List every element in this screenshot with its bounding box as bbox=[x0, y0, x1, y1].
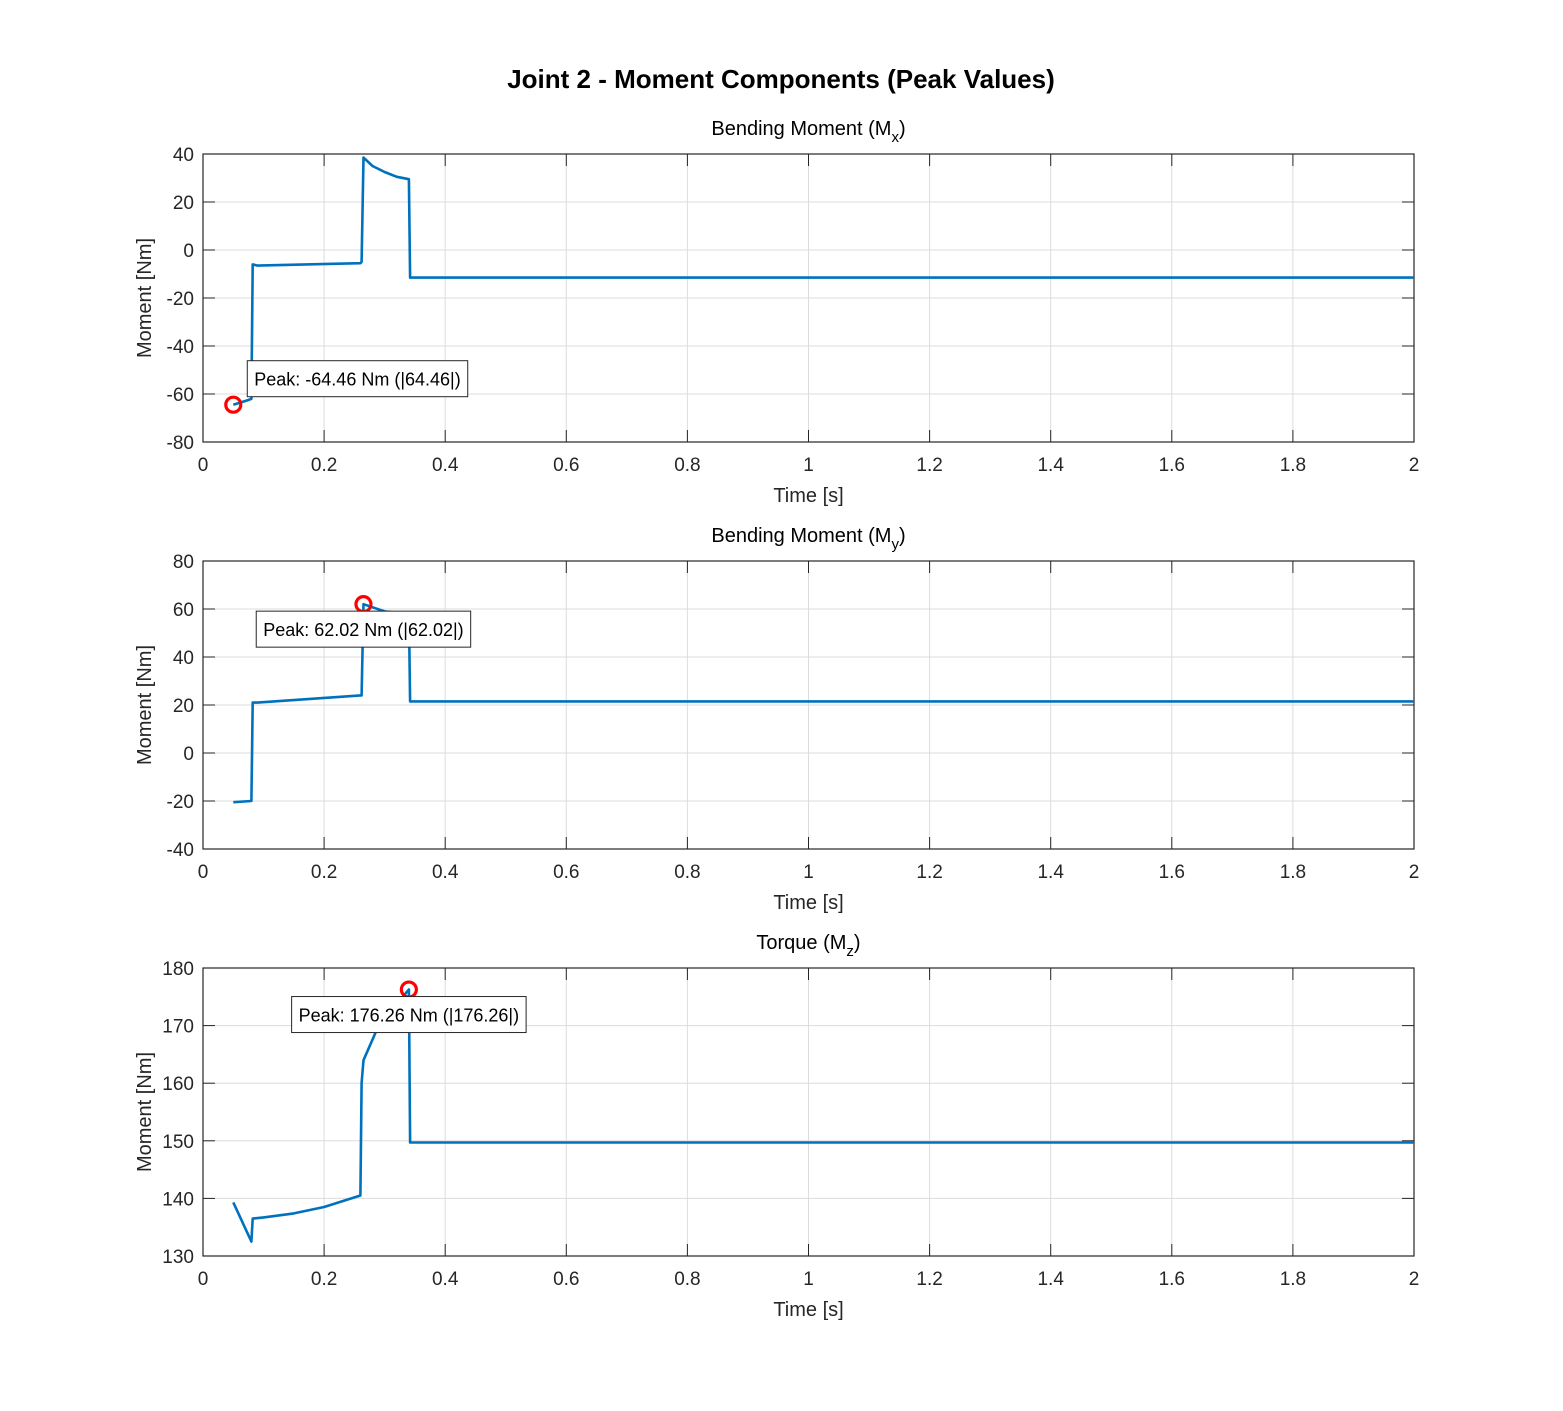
x-axis-label: Time [s] bbox=[773, 485, 843, 507]
x-tick-label: 1.6 bbox=[1159, 455, 1185, 476]
x-tick-label: 0 bbox=[198, 1269, 209, 1290]
subplot-title-end: ) bbox=[899, 525, 906, 547]
x-tick-label: 0.4 bbox=[432, 455, 459, 476]
subplot-2: 0 0.2 0.4 0.6 0.8 1 1.2 1.4 1.6 1.8 2 -40 -20 0 20 40 60… bbox=[134, 525, 1419, 914]
y-tick-label: -20 bbox=[167, 792, 194, 813]
axes-box bbox=[202, 967, 1415, 1257]
y-tick-label: -40 bbox=[167, 840, 194, 861]
subplot-3: 0 0.2 0.4 0.6 0.8 1 1.2 1.4 1.6 1.8 2 130 140 150 160 1… bbox=[134, 932, 1419, 1321]
x-tick-label: 1.4 bbox=[1037, 1269, 1064, 1290]
x-tick-label: 1.8 bbox=[1280, 1269, 1306, 1290]
y-tick-label: 170 bbox=[162, 1017, 194, 1038]
x-tick-label: 1.6 bbox=[1159, 1269, 1185, 1290]
peak-marker bbox=[224, 395, 243, 414]
y-tick-label: 160 bbox=[162, 1074, 194, 1095]
x-tick-label: 1.4 bbox=[1037, 455, 1064, 476]
peak-label-box bbox=[255, 610, 472, 648]
y-tick-label: 80 bbox=[173, 552, 194, 573]
x-tick-label: 1 bbox=[803, 1269, 814, 1290]
peak-label-box bbox=[291, 996, 527, 1034]
y-axis-label: Moment [Nm] bbox=[134, 238, 156, 358]
x-tick-label: 0.4 bbox=[432, 862, 459, 883]
x-tick-label: 0.6 bbox=[553, 1269, 579, 1290]
y-tick-label: 140 bbox=[162, 1189, 194, 1210]
subplot-1: 0 0.2 0.4 0.6 0.8 1 1.2 1.4 1.6 1.8 2 -80 -60 -40 -20 0… bbox=[134, 118, 1419, 507]
subplot-title-subscript: z bbox=[846, 943, 854, 960]
x-tick-label: 1 bbox=[803, 455, 814, 476]
y-axis-label: Moment [Nm] bbox=[134, 645, 156, 765]
y-axis-label: Moment [Nm] bbox=[134, 1052, 156, 1172]
x-tick-label: 0.2 bbox=[311, 1269, 337, 1290]
y-tick-label: 0 bbox=[183, 744, 194, 765]
subplot-title-end: ) bbox=[854, 932, 861, 954]
y-tick-label: -80 bbox=[167, 433, 194, 454]
x-tick-label: 0.2 bbox=[311, 455, 337, 476]
x-tick-label: 0.8 bbox=[674, 1269, 700, 1290]
y-tick-label: -20 bbox=[167, 289, 194, 310]
y-tick-label: 60 bbox=[173, 600, 194, 621]
peak-label: Peak: 62.02 Nm (|62.02|) bbox=[263, 620, 463, 640]
x-axis-label: Time [s] bbox=[773, 892, 843, 914]
x-tick-label: 1.6 bbox=[1159, 862, 1185, 883]
y-tick-label: 20 bbox=[173, 696, 194, 717]
x-tick-label: 1.2 bbox=[916, 455, 942, 476]
subplot-title-subscript: x bbox=[891, 129, 899, 146]
x-tick-label: 0.6 bbox=[553, 862, 579, 883]
subplot-title-end: ) bbox=[899, 118, 906, 140]
x-tick-label: 0.8 bbox=[674, 455, 700, 476]
subplot-title: Bending Moment (Mx) bbox=[711, 118, 905, 146]
x-tick-label: 2 bbox=[1409, 455, 1420, 476]
x-tick-label: 2 bbox=[1409, 1269, 1420, 1290]
figure-title: Joint 2 - Moment Components (Peak Values… bbox=[507, 64, 1055, 94]
peak-label: Peak: -64.46 Nm (|64.46|) bbox=[254, 370, 460, 390]
x-tick-label: 0.6 bbox=[553, 455, 579, 476]
subplot-title-text: Torque (M bbox=[756, 932, 846, 954]
x-tick-label: 2 bbox=[1409, 862, 1420, 883]
x-tick-label: 0.8 bbox=[674, 862, 700, 883]
subplot-title-text: Bending Moment (M bbox=[711, 525, 891, 547]
peak-label-box bbox=[246, 360, 469, 398]
y-tick-label: 0 bbox=[183, 241, 194, 262]
subplot-title-subscript: y bbox=[891, 536, 899, 553]
y-tick-label: 150 bbox=[162, 1132, 194, 1153]
axes-box bbox=[202, 153, 1415, 443]
y-tick-label: 20 bbox=[173, 193, 194, 214]
x-tick-label: 1.8 bbox=[1280, 455, 1306, 476]
y-tick-label: 130 bbox=[162, 1247, 194, 1268]
y-tick-label: -60 bbox=[167, 385, 194, 406]
y-tick-label: 180 bbox=[162, 959, 194, 980]
subplot-title: Bending Moment (My) bbox=[711, 525, 905, 553]
x-tick-label: 0 bbox=[198, 455, 209, 476]
x-tick-label: 1.4 bbox=[1037, 862, 1064, 883]
subplot-title-text: Bending Moment (M bbox=[711, 118, 891, 140]
y-tick-label: 40 bbox=[173, 145, 194, 166]
series-line bbox=[232, 988, 1414, 1243]
subplot-title: Torque (Mz) bbox=[756, 932, 860, 960]
x-tick-label: 1.2 bbox=[916, 862, 942, 883]
x-tick-label: 1 bbox=[803, 862, 814, 883]
x-tick-label: 0.2 bbox=[311, 862, 337, 883]
y-tick-label: 40 bbox=[173, 648, 194, 669]
axes-box bbox=[202, 560, 1415, 850]
peak-label: Peak: 176.26 Nm (|176.26|) bbox=[299, 1006, 519, 1026]
x-tick-label: 0 bbox=[198, 862, 209, 883]
y-tick-label: -40 bbox=[167, 337, 194, 358]
x-tick-label: 1.8 bbox=[1280, 862, 1306, 883]
x-tick-label: 0.4 bbox=[432, 1269, 459, 1290]
x-tick-label: 1.2 bbox=[916, 1269, 942, 1290]
x-axis-label: Time [s] bbox=[773, 1299, 843, 1321]
